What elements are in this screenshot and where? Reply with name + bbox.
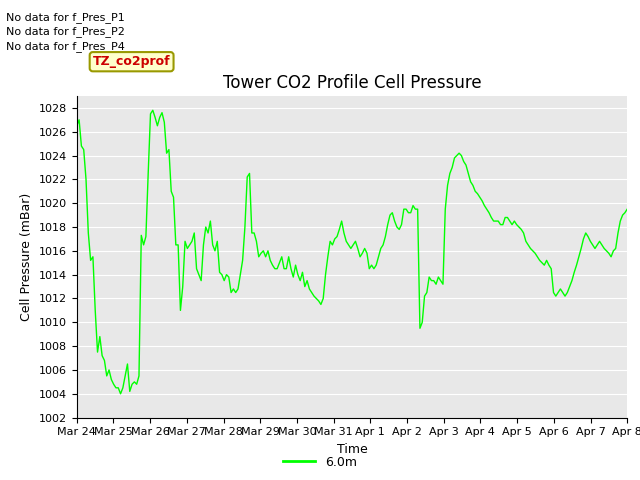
Y-axis label: Cell Pressure (mBar): Cell Pressure (mBar) xyxy=(20,192,33,321)
Text: No data for f_Pres_P1: No data for f_Pres_P1 xyxy=(6,12,125,23)
Legend: 6.0m: 6.0m xyxy=(278,451,362,474)
Title: Tower CO2 Profile Cell Pressure: Tower CO2 Profile Cell Pressure xyxy=(223,73,481,92)
X-axis label: Time: Time xyxy=(337,443,367,456)
Text: No data for f_Pres_P4: No data for f_Pres_P4 xyxy=(6,41,125,52)
Text: TZ_co2prof: TZ_co2prof xyxy=(93,55,170,68)
Text: No data for f_Pres_P2: No data for f_Pres_P2 xyxy=(6,26,125,37)
